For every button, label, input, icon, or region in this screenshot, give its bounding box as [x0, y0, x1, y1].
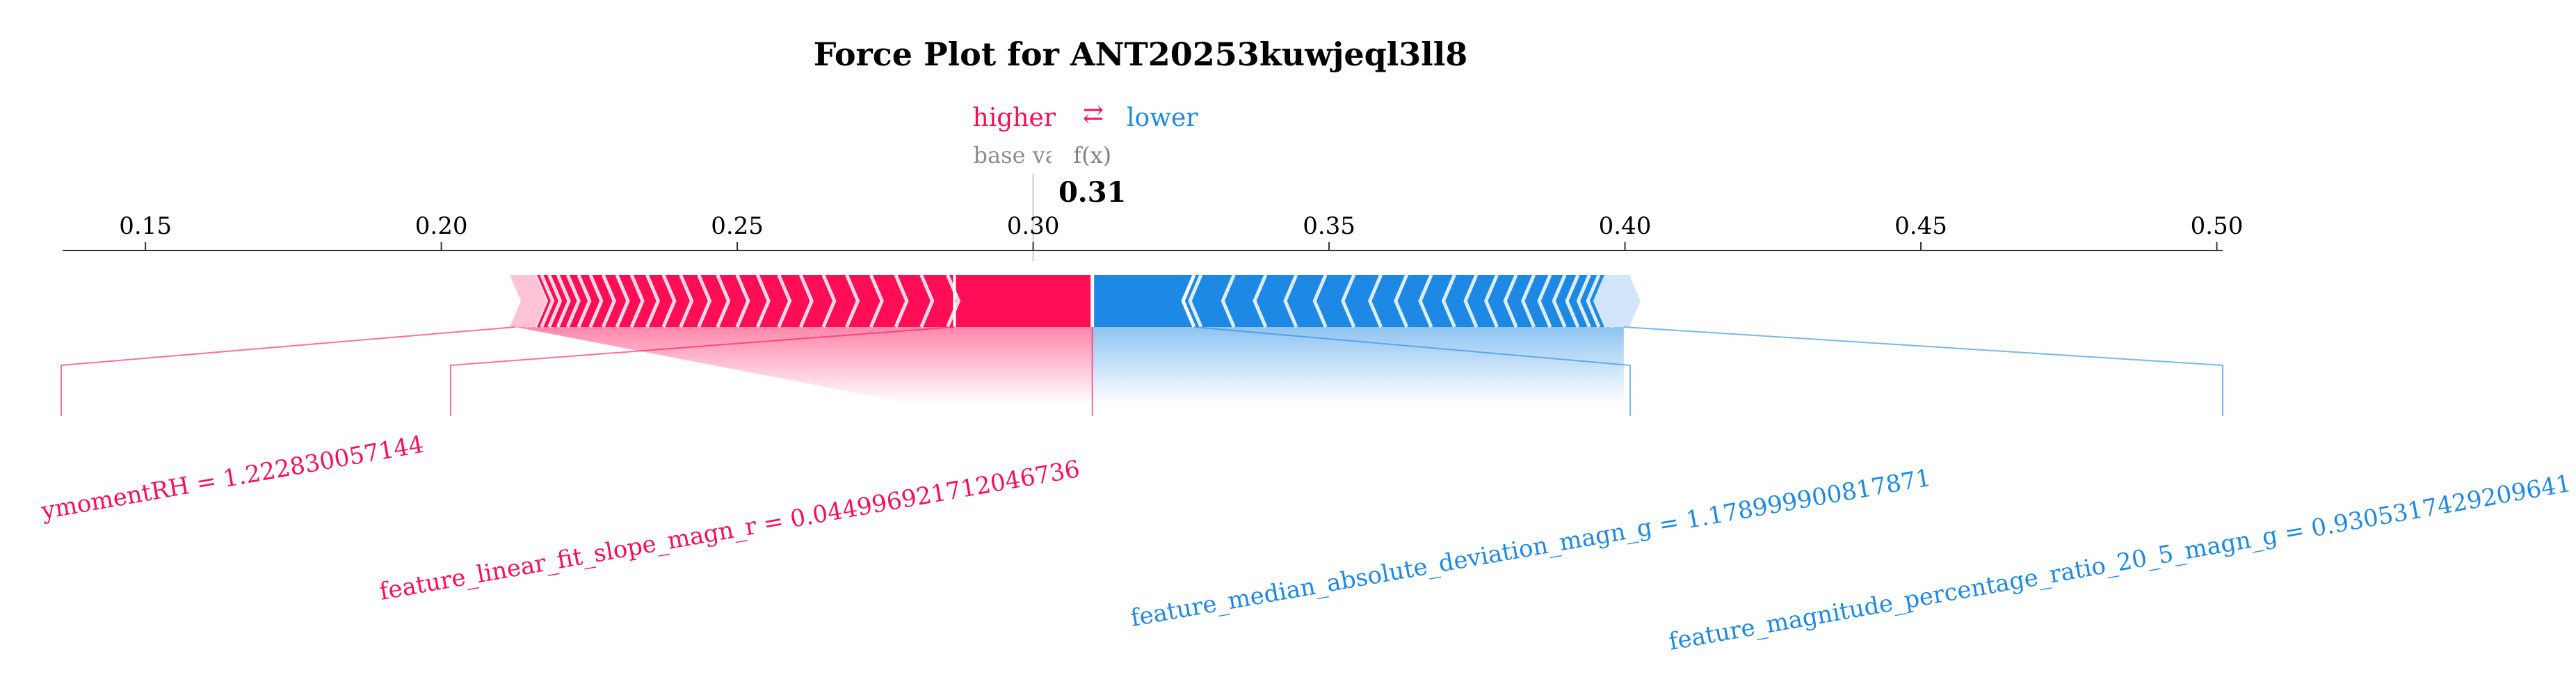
- negative-chevron: [1221, 274, 1236, 328]
- positive-chevron: [821, 274, 837, 328]
- x-tick-label: 0.15: [119, 212, 172, 240]
- negative-chevron: [1312, 274, 1328, 328]
- negative-end-cap: [1593, 275, 1641, 327]
- positive-chevron: [629, 274, 645, 328]
- positive-chevron: [679, 274, 694, 328]
- positive-chevron: [533, 274, 549, 328]
- positive-chevron: [565, 274, 581, 328]
- negative-chevron: [1552, 274, 1567, 328]
- positive-chevron: [697, 274, 712, 328]
- negative-chevron: [1441, 274, 1456, 328]
- positive-chevron: [601, 274, 616, 328]
- legend-lower: lower: [1127, 104, 1198, 132]
- positive-chevron: [845, 274, 860, 328]
- feature-connector: [61, 326, 516, 416]
- x-tick-label: 0.50: [2191, 212, 2244, 240]
- positive-chevron: [661, 274, 677, 328]
- x-tick-label: 0.20: [415, 212, 468, 240]
- negative-chevron: [1586, 274, 1601, 328]
- negative-chevron: [1521, 274, 1536, 328]
- negative-chevron: [1188, 274, 1203, 328]
- negative-chevron: [1418, 274, 1433, 328]
- legend-higher: higher: [973, 104, 1056, 132]
- negative-chevron: [1565, 274, 1580, 328]
- positive-chevron: [946, 274, 961, 328]
- positive-chevron: [556, 274, 571, 328]
- negative-chevron: [1253, 274, 1268, 328]
- positive-chevron: [588, 274, 604, 328]
- x-tick-label: 0.25: [711, 212, 764, 240]
- feature-connector: [1623, 326, 2223, 416]
- negative-chevron: [1341, 274, 1356, 328]
- feature-connector: [1193, 326, 1631, 416]
- positive-chevron: [615, 274, 630, 328]
- x-tick-label: 0.40: [1599, 212, 1652, 240]
- negative-chevron: [1367, 274, 1383, 328]
- negative-chevron: [1394, 274, 1409, 328]
- positive-chevron: [547, 274, 563, 328]
- negative-chevron: [1463, 274, 1479, 328]
- positive-chevron: [645, 274, 661, 328]
- negative-chevron: [1483, 274, 1499, 328]
- negative-chevron: [1283, 274, 1298, 328]
- positive-chevron: [798, 274, 814, 328]
- feature-label-positive: feature_linear_fit_slope_magn_r = 0.0449…: [378, 455, 1082, 606]
- output-value: 0.31: [1058, 176, 1126, 209]
- positive-chevron: [777, 274, 792, 328]
- positive-chevron: [869, 274, 884, 328]
- negative-fade: [1092, 327, 1624, 404]
- positive-end-cap: [509, 275, 546, 327]
- positive-fade: [515, 327, 1093, 404]
- x-tick-label: 0.30: [1007, 212, 1060, 240]
- positive-bar: [515, 275, 1093, 327]
- chart-title: Force Plot for ANT20253kuwjeql3ll8: [814, 35, 1468, 73]
- fx-label: f(x): [1073, 142, 1111, 168]
- positive-chevron: [755, 274, 771, 328]
- x-tick-label: 0.35: [1303, 212, 1355, 240]
- label-mask: [1051, 139, 1095, 170]
- x-tick-label: 0.45: [1894, 212, 1947, 240]
- negative-chevron: [1503, 274, 1518, 328]
- positive-chevron: [716, 274, 731, 328]
- negative-chevron: [1537, 274, 1552, 328]
- positive-chevron: [540, 274, 555, 328]
- positive-chevron: [894, 274, 909, 328]
- legend-arrow-icon: ⇄: [1083, 100, 1104, 129]
- positive-chevron: [577, 274, 592, 328]
- negative-chevron: [1576, 274, 1591, 328]
- feature-connector: [450, 326, 955, 416]
- positive-chevron: [735, 274, 750, 328]
- feature-label-positive: ymomentRH = 1.222830057144: [39, 431, 426, 525]
- negative-divider: [1181, 274, 1196, 328]
- positive-chevron: [919, 274, 935, 328]
